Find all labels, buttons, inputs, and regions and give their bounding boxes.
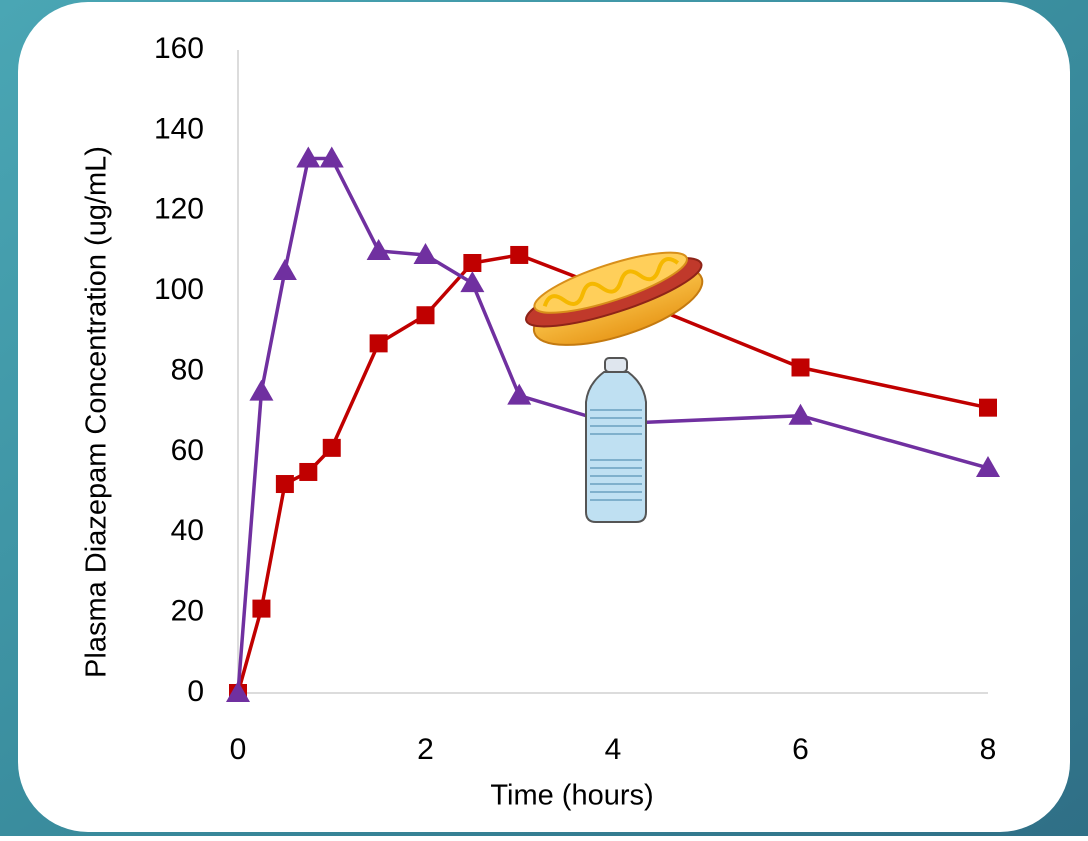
marker	[299, 463, 317, 481]
marker	[252, 600, 270, 618]
y-tick-label: 60	[171, 434, 204, 467]
marker	[323, 439, 341, 457]
marker	[370, 334, 388, 352]
x-tick-label: 0	[230, 733, 247, 766]
water-bottle-icon	[586, 358, 646, 522]
y-tick-label: 100	[154, 273, 204, 306]
y-tick-label: 40	[171, 514, 204, 547]
y-tick-label: 20	[171, 595, 204, 628]
y-tick-label: 80	[171, 353, 204, 386]
x-tick-label: 4	[605, 733, 622, 766]
slide: Plasma Diazepam Concentration (ug/mL) Ti…	[0, 0, 1088, 836]
y-tick-label: 140	[154, 112, 204, 145]
y-tick-label: 0	[187, 675, 204, 708]
x-tick-label: 2	[417, 733, 434, 766]
marker	[979, 399, 997, 417]
marker	[792, 358, 810, 376]
x-axis-label: Time (hours)	[490, 780, 653, 812]
x-tick-label: 6	[792, 733, 809, 766]
marker	[417, 306, 435, 324]
x-tick-label: 8	[980, 733, 997, 766]
y-tick-label: 120	[154, 193, 204, 226]
marker	[463, 254, 481, 272]
y-tick-label: 160	[154, 32, 204, 65]
y-axis-label: Plasma Diazepam Concentration (ug/mL)	[81, 146, 113, 678]
marker	[276, 475, 294, 493]
marker	[510, 246, 528, 264]
